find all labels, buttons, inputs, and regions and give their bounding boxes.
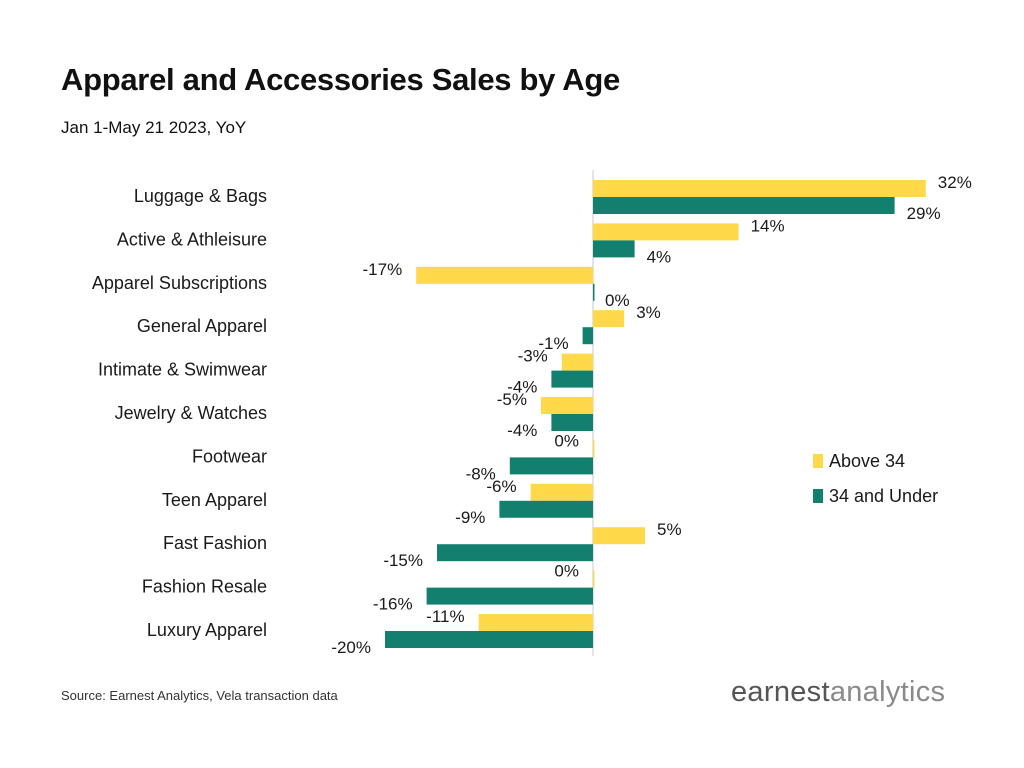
bar-above-34: [593, 570, 595, 588]
category-label: Luxury Apparel: [147, 620, 267, 640]
data-label: -16%: [373, 595, 413, 614]
data-label: 0%: [605, 291, 630, 310]
bar-34-and-under: [582, 327, 593, 345]
data-label: 4%: [647, 247, 672, 266]
data-label: -4%: [507, 378, 537, 397]
bar-34-and-under: [437, 544, 593, 562]
legend-swatch: [813, 489, 823, 503]
chart-subtitle: Jan 1-May 21 2023, YoY: [61, 118, 247, 137]
data-label: 0%: [554, 431, 579, 450]
legend-label: Above 34: [829, 451, 905, 471]
data-label: -11%: [426, 607, 464, 626]
source-note: Source: Earnest Analytics, Vela transact…: [61, 688, 338, 703]
bar-34-and-under: [593, 240, 635, 258]
bar-34-and-under: [499, 500, 593, 518]
data-label: -20%: [331, 638, 371, 657]
category-label: Luggage & Bags: [134, 186, 267, 206]
category-label: Jewelry & Watches: [115, 403, 267, 423]
bar-above-34: [530, 483, 593, 501]
earnest-analytics-logo: earnestanalytics: [731, 676, 945, 709]
logo-word-analytics: analytics: [829, 676, 946, 708]
bar-34-and-under: [593, 283, 595, 301]
data-label: 3%: [636, 303, 661, 322]
bar-34-and-under: [551, 414, 593, 431]
bar-above-34: [593, 310, 625, 328]
data-label: -1%: [538, 334, 568, 353]
category-label: Footwear: [192, 446, 267, 466]
legend-label: 34 and Under: [829, 486, 938, 506]
data-label: -15%: [383, 551, 423, 570]
category-label: Fashion Resale: [142, 577, 267, 597]
bar-above-34: [541, 397, 593, 414]
category-label: General Apparel: [137, 316, 267, 336]
category-label: Fast Fashion: [163, 533, 267, 553]
data-label: 5%: [657, 520, 682, 539]
data-label: -4%: [507, 421, 537, 440]
bar-34-and-under: [426, 587, 593, 605]
bar-above-34: [593, 527, 645, 545]
logo-word-earnest: earnest: [731, 676, 830, 708]
bar-above-34: [561, 353, 593, 371]
legend-swatch: [813, 454, 823, 468]
category-label: Active & Athleisure: [117, 229, 267, 249]
bar-34-and-under: [385, 631, 593, 648]
category-label: Teen Apparel: [162, 490, 267, 510]
data-label: -8%: [466, 464, 496, 483]
chart-title: Apparel and Accessories Sales by Age: [61, 62, 620, 97]
data-label: 0%: [554, 562, 579, 581]
bar-above-34: [478, 614, 593, 631]
bar-34-and-under: [509, 457, 593, 475]
bar-above-34: [416, 266, 593, 284]
bar-34-and-under: [551, 370, 593, 388]
bar-34-and-under: [593, 197, 895, 214]
bar-above-34: [593, 440, 595, 458]
bar-above-34: [593, 223, 739, 241]
data-label: -17%: [363, 260, 403, 279]
data-label: 14%: [751, 216, 785, 235]
data-label: -3%: [518, 347, 548, 366]
bar-above-34: [593, 180, 926, 197]
data-label: -5%: [497, 390, 527, 409]
data-label: -9%: [455, 508, 485, 527]
data-label: -6%: [486, 477, 516, 496]
category-label: Apparel Subscriptions: [92, 273, 267, 293]
category-label: Intimate & Swimwear: [98, 360, 267, 380]
data-label: 29%: [907, 204, 941, 223]
data-label: 32%: [938, 173, 972, 192]
